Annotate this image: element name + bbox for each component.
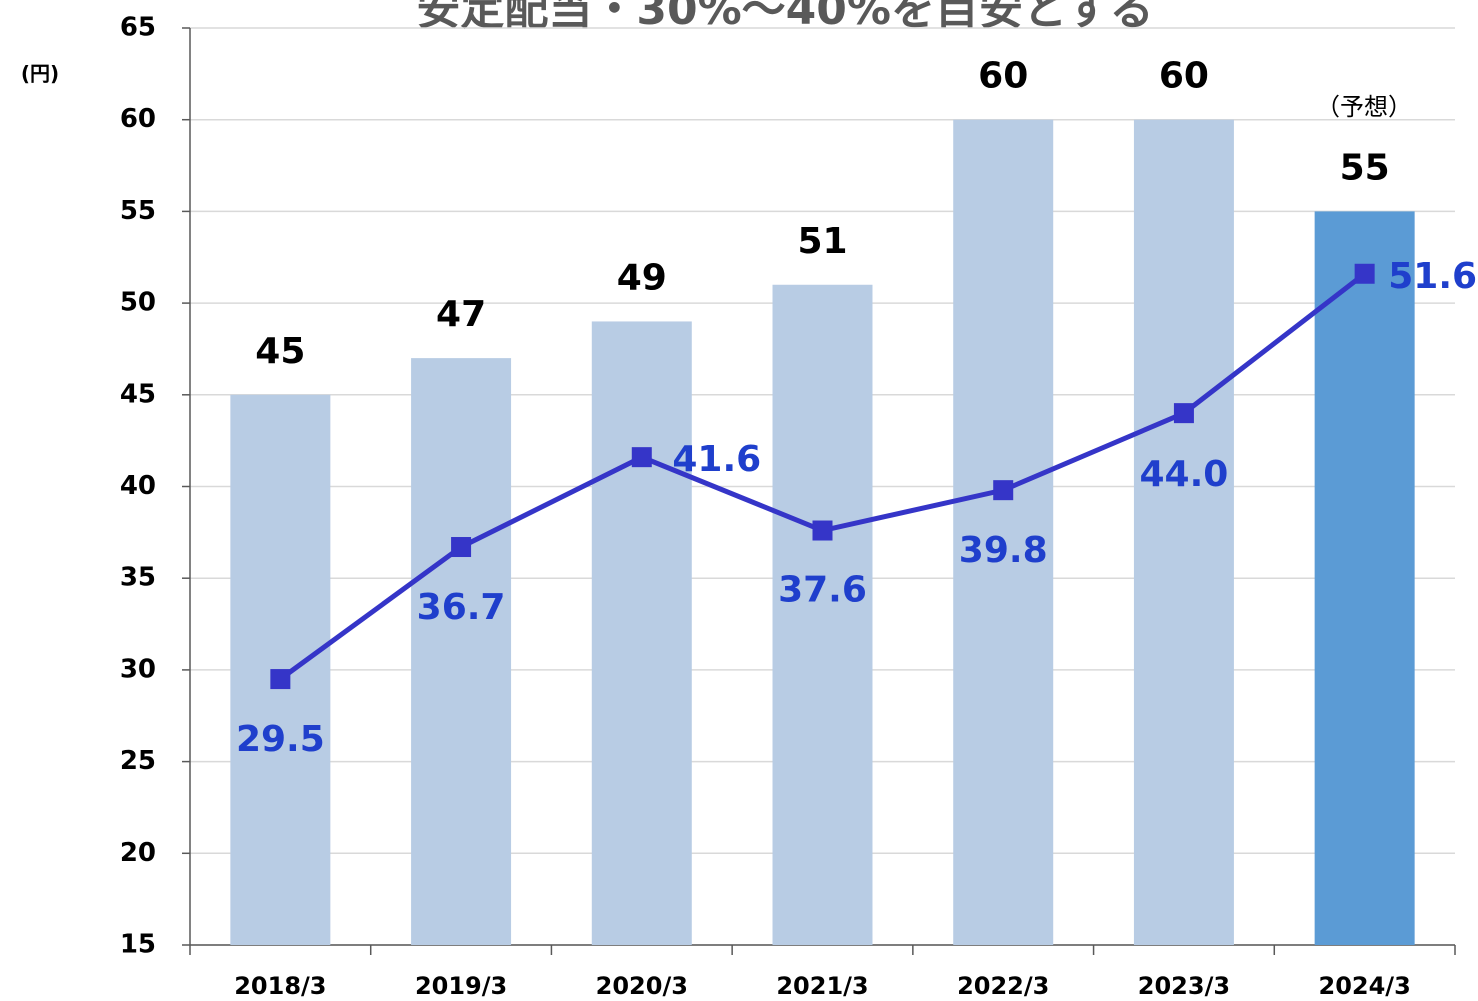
line-marker: [993, 480, 1014, 501]
line-marker: [812, 520, 833, 541]
y-tick-label: 55: [120, 196, 156, 226]
bar-value-label: 60: [1159, 56, 1209, 97]
bar-value-label: 51: [797, 221, 847, 262]
chart-title: 安定配当・30%～40%を目安とする: [416, 0, 1153, 35]
bar: [1133, 119, 1234, 945]
x-tick-label: 2021/3: [776, 972, 868, 1000]
bar-value-label: 60: [978, 56, 1028, 97]
x-tick-label: 2022/3: [957, 972, 1049, 1000]
line-marker: [451, 537, 472, 558]
bar-value-label: 49: [617, 257, 667, 298]
line-value-label: 37.6: [778, 570, 867, 611]
line-marker: [270, 669, 291, 690]
y-tick-label: 65: [120, 13, 156, 43]
forecast-annotation: （予想）: [1316, 93, 1412, 121]
x-tick-label: 2024/3: [1319, 972, 1411, 1000]
y-tick-label: 15: [120, 930, 156, 960]
bar: [411, 358, 512, 945]
y-tick-label: 40: [120, 471, 156, 501]
y-tick-label: 50: [120, 288, 156, 318]
bar-value-label: 47: [436, 294, 486, 335]
line-value-label: 44.0: [1140, 454, 1229, 495]
y-tick-label: 45: [120, 379, 156, 409]
y-tick-label: 25: [120, 746, 156, 776]
y-tick-label: 35: [120, 563, 156, 593]
x-tick-label: 2019/3: [415, 972, 507, 1000]
y-tick-label: 60: [120, 104, 156, 134]
bar: [1314, 211, 1415, 945]
line-marker: [1354, 263, 1375, 284]
bar: [772, 284, 873, 945]
x-tick-label: 2020/3: [596, 972, 688, 1000]
bar-value-label: 55: [1340, 147, 1390, 188]
line-value-label: 39.8: [959, 530, 1048, 571]
x-tick-label: 2023/3: [1138, 972, 1230, 1000]
bar-value-label: 45: [255, 331, 305, 372]
line-value-label: 51.6: [1388, 256, 1477, 297]
line-marker: [1173, 403, 1194, 424]
x-tick-label: 2018/3: [234, 972, 326, 1000]
y-tick-label: 30: [120, 654, 156, 684]
y-axis-label: (円): [21, 62, 59, 86]
line-value-label: 41.6: [672, 439, 761, 480]
bar: [591, 321, 692, 945]
bar: [953, 119, 1054, 945]
line-value-label: 36.7: [417, 587, 506, 628]
y-tick-label: 20: [120, 838, 156, 868]
line-marker: [631, 447, 652, 468]
line-value-label: 29.5: [236, 719, 325, 760]
